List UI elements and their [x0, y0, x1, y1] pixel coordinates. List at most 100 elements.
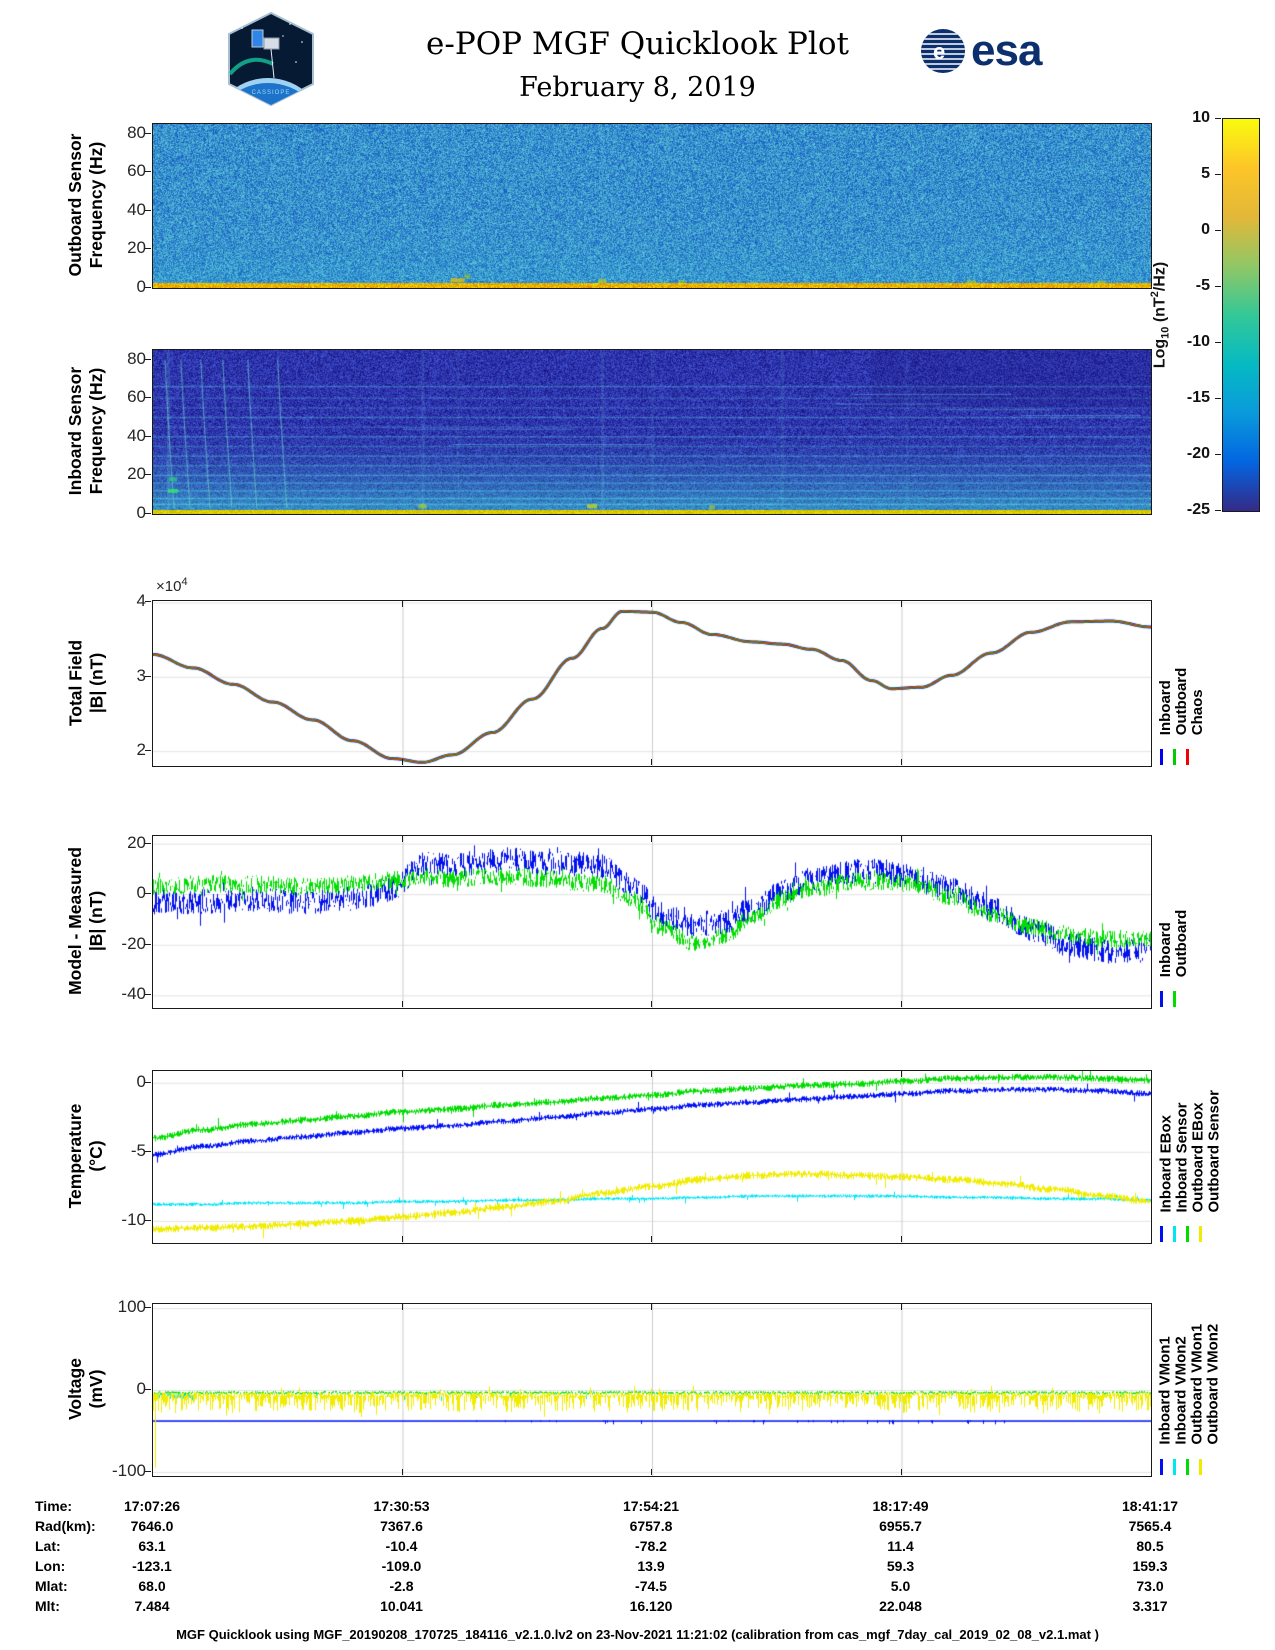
table-cell: 6757.8	[629, 1518, 673, 1534]
x-tick-mark	[651, 1071, 652, 1077]
y-tick-label: 20	[127, 238, 146, 258]
x-tick-mark	[401, 1236, 403, 1242]
x-tick-mark	[401, 1001, 403, 1007]
y-axis-label-line: Temperature	[65, 1103, 85, 1209]
footer-caption: MGF Quicklook using MGF_20190208_170725_…	[176, 1627, 1099, 1642]
temperature-canvas	[153, 1071, 1151, 1243]
legend-color-mark	[1160, 1459, 1163, 1475]
inboard-spectrogram-panel	[152, 349, 1152, 515]
table-cell: 16.120	[629, 1598, 673, 1614]
legend-label: Outboard	[1172, 667, 1190, 735]
x-tick-mark	[651, 601, 652, 607]
table-cell: 17:54:21	[622, 1498, 680, 1514]
legend-label: Inboard VMon2	[1172, 1336, 1190, 1445]
y-tick-label: 100	[117, 1297, 146, 1317]
table-cell: 63.1	[138, 1538, 166, 1554]
table-cell: 68.0	[138, 1578, 166, 1594]
y-tick-label: 3	[136, 665, 146, 685]
esa-globe-icon: e	[921, 29, 965, 73]
x-tick-mark	[900, 759, 902, 765]
colorbar-tick-label: -10	[1186, 333, 1210, 350]
legend-color-mark	[1199, 1226, 1202, 1242]
x-tick-mark	[900, 1001, 902, 1007]
axis-exponent-label: ×104	[156, 576, 188, 595]
legend-total-field: Inboard Outboard Chaos	[1156, 665, 1206, 735]
y-tick-mark	[145, 994, 151, 996]
legend-label: Outboard VMon2	[1204, 1324, 1222, 1445]
y-tick-mark	[145, 435, 151, 437]
table-row-label: Mlat:	[35, 1578, 68, 1594]
colorbar-tick-label: 0	[1201, 221, 1210, 238]
x-tick-mark	[900, 1236, 902, 1242]
legend-color-mark	[1199, 1459, 1202, 1475]
table-cell: 5.0	[890, 1578, 911, 1594]
x-tick-mark	[900, 1071, 902, 1077]
voltage-canvas	[153, 1304, 1151, 1476]
svg-text:CASSIOPE: CASSIOPE	[252, 90, 291, 96]
table-row-label: Time:	[35, 1498, 73, 1514]
legend-label: Chaos	[1188, 689, 1206, 735]
y-tick-label: 2	[136, 740, 146, 760]
x-tick-mark	[401, 1469, 403, 1475]
legend-color-mark	[1173, 1459, 1176, 1475]
x-tick-mark	[651, 1001, 652, 1007]
colorbar-tick-label: -20	[1186, 445, 1210, 462]
colorbar-tick-mark	[1215, 342, 1221, 343]
colorbar-tick-label: -25	[1186, 501, 1210, 518]
y-tick-mark	[145, 1307, 151, 1309]
legend-label: Outboard EBox	[1189, 1101, 1206, 1212]
y-tick-mark	[145, 1389, 151, 1390]
y-tick-mark	[145, 943, 151, 945]
y-tick-label: 20	[127, 832, 146, 852]
y-tick-label: 0	[136, 277, 146, 296]
x-tick-mark	[401, 1071, 403, 1077]
legend-label: Inboard	[1156, 679, 1174, 735]
legend-label: Outboard Sensor	[1205, 1089, 1222, 1212]
legend-voltage: Inboard VMon1 Inboard VMon2 Outboard VMon1…	[1157, 1324, 1222, 1445]
y-tick-mark	[145, 132, 151, 134]
table-cell: 7.484	[134, 1598, 170, 1614]
y-tick-mark	[145, 248, 151, 250]
colorbar-tick-mark	[1215, 174, 1221, 175]
model-measured-canvas	[153, 836, 1151, 1008]
x-tick-mark	[401, 759, 403, 765]
y-axis-label-line: Total Field	[65, 639, 85, 726]
table-cell: 59.3	[886, 1558, 915, 1574]
table-cell: -109.0	[381, 1558, 422, 1574]
legend-label: Inboard	[1156, 921, 1174, 977]
y-tick-label: 0	[136, 883, 146, 903]
y-tick-label: 40	[127, 425, 146, 445]
cassiope-patch-icon: CASSIOPE	[228, 11, 314, 107]
y-axis-label-line: Model - Measured	[65, 847, 85, 995]
colorbar-tick-mark	[1215, 118, 1221, 119]
y-tick-mark	[145, 209, 151, 211]
table-cell: 7646.0	[130, 1518, 174, 1534]
colorbar-tick-mark	[1215, 230, 1221, 231]
y-tick-label: 60	[127, 387, 146, 407]
temperature-panel	[152, 1070, 1152, 1244]
y-tick-mark	[145, 171, 151, 173]
table-cell: 159.3	[1132, 1558, 1168, 1574]
y-tick-mark	[145, 358, 151, 360]
exponent-base: ×10	[156, 578, 182, 595]
y-tick-mark	[145, 675, 151, 677]
legend-color-mark	[1186, 1459, 1189, 1475]
y-tick-mark	[145, 397, 151, 399]
y-tick-label: 40	[127, 199, 146, 219]
esa-logo: e esa	[920, 28, 1042, 74]
table-cell: 3.317	[1132, 1598, 1168, 1614]
x-tick-mark	[900, 836, 902, 842]
table-cell: -74.5	[635, 1578, 667, 1594]
legend-color-mark	[1160, 1226, 1163, 1242]
x-tick-mark	[651, 1469, 652, 1475]
table-cell: 80.5	[1136, 1538, 1164, 1554]
table-row-label: Mlt:	[35, 1598, 60, 1614]
outboard-spectrogram-canvas	[153, 124, 1151, 288]
inboard-spectrogram-canvas	[153, 350, 1151, 514]
colorbar	[1222, 118, 1260, 512]
date-subtitle: February 8, 2019	[519, 72, 756, 103]
y-tick-label: 0	[136, 503, 146, 522]
legend-color-mark	[1160, 749, 1163, 765]
legend-temperature: Inboard EBox Inboard Sensor Outboard EBox O…	[1157, 1087, 1222, 1212]
